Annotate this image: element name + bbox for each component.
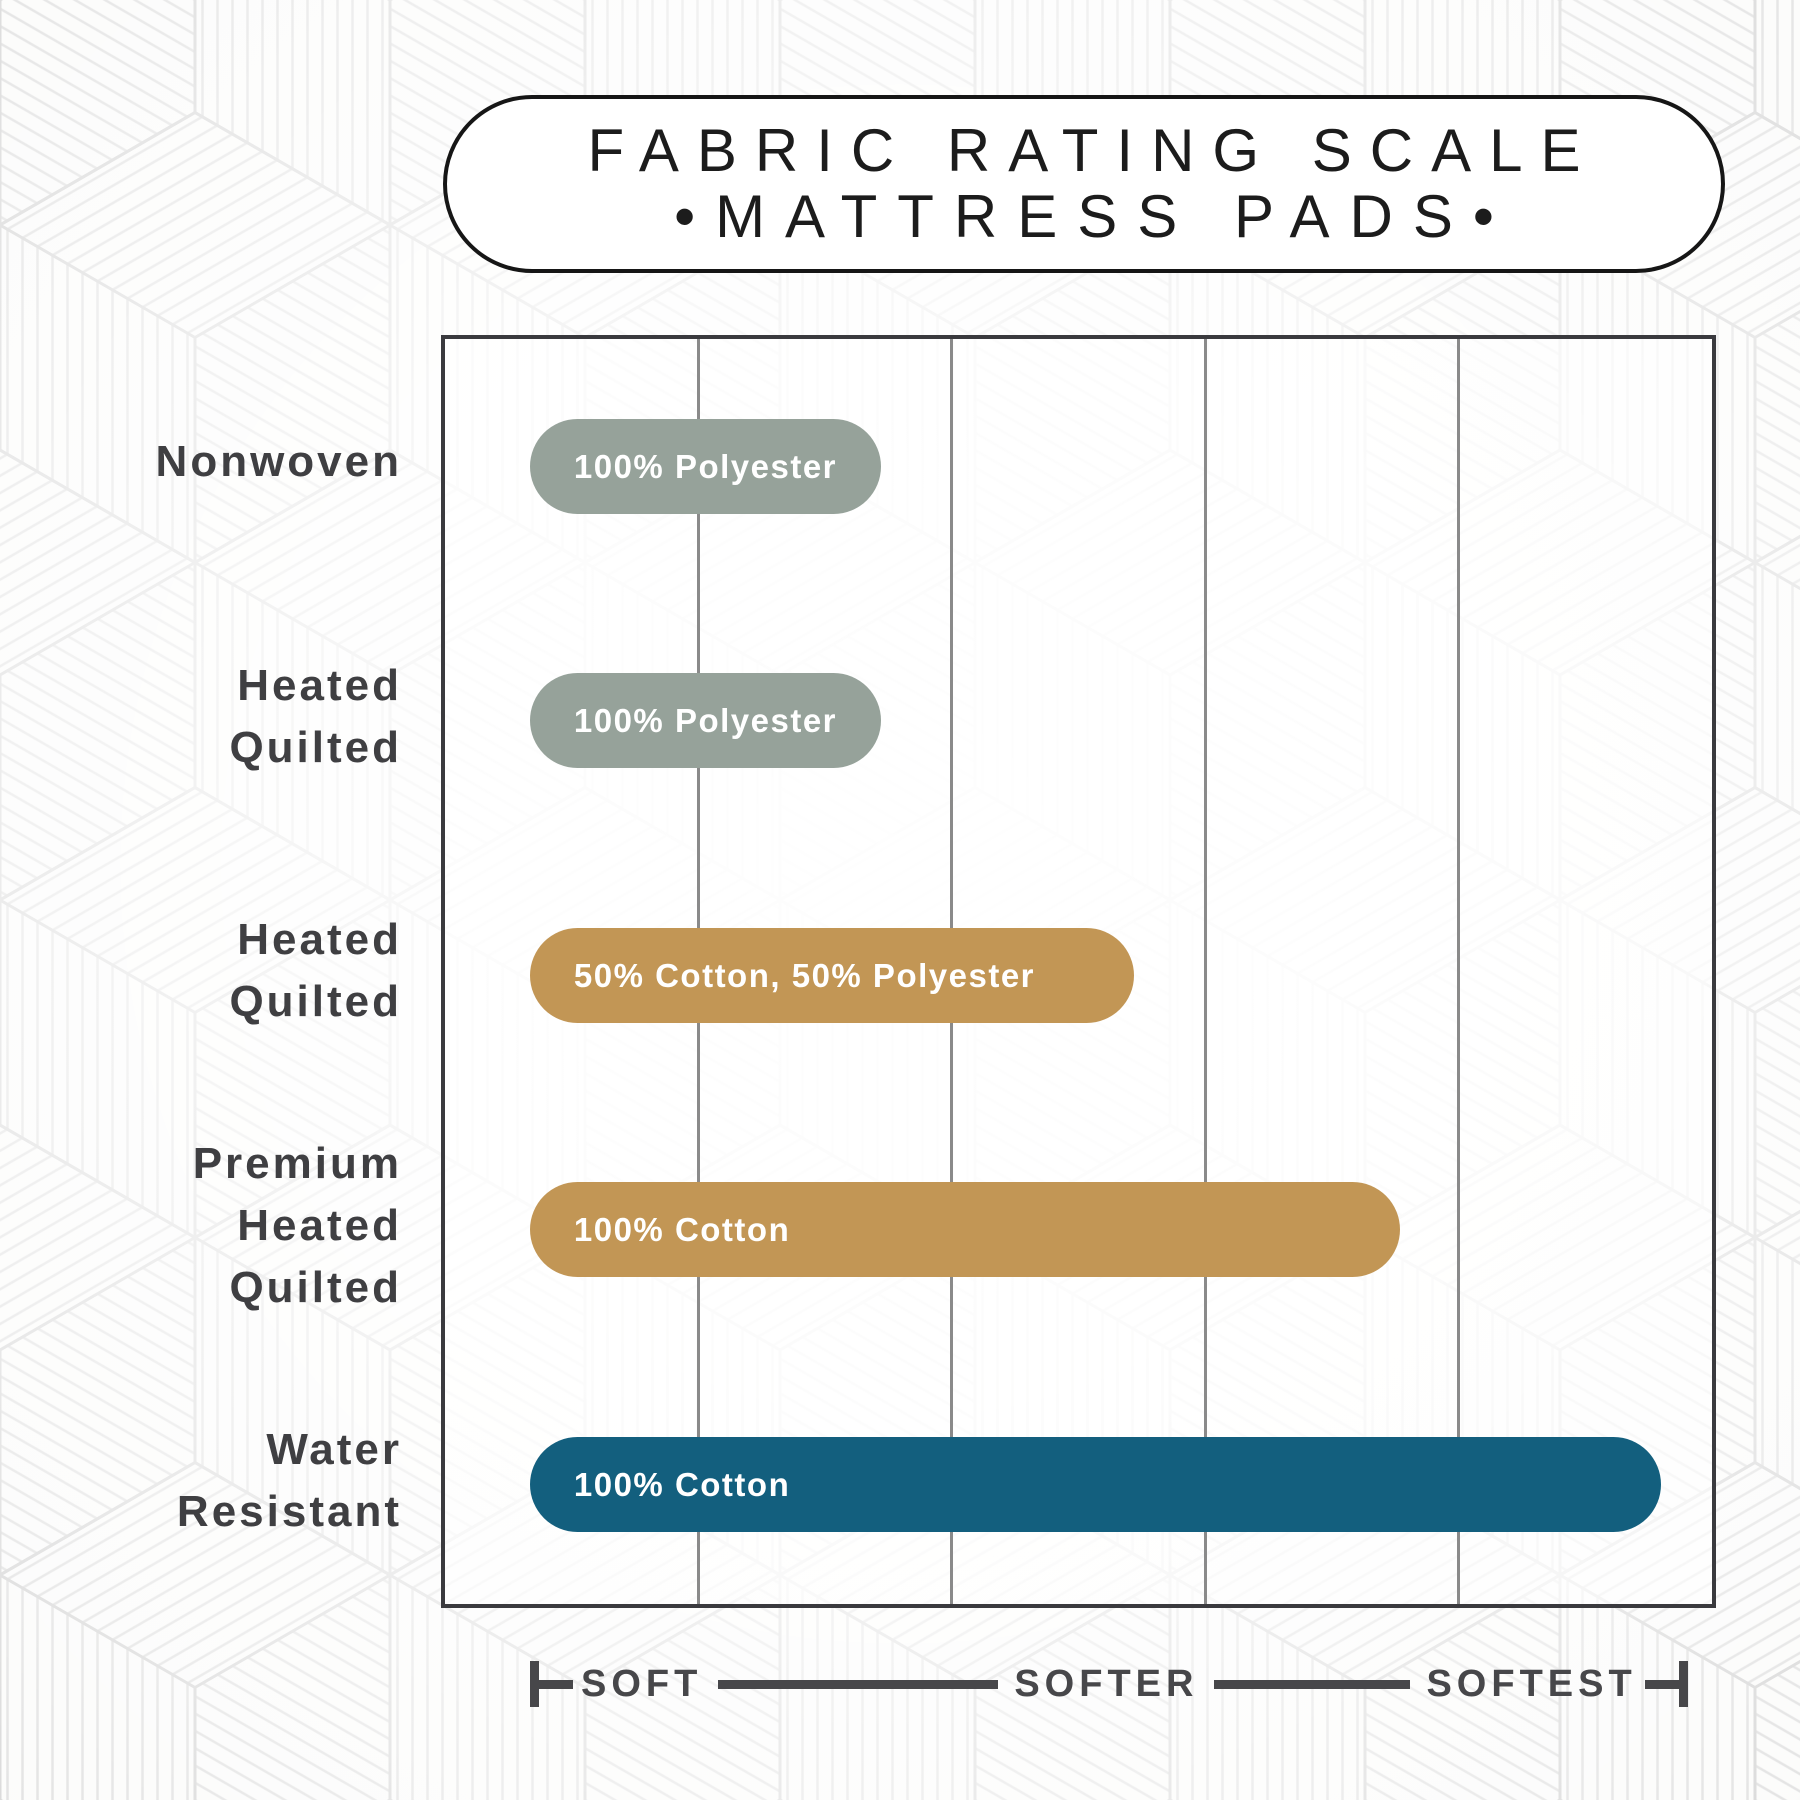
- gridline: [1457, 339, 1461, 1604]
- bar-pill: 100% Polyester: [529, 673, 881, 768]
- title-pill: FABRIC RATING SCALE •MATTRESS PADS•: [443, 95, 1725, 273]
- gridline: [1203, 339, 1207, 1604]
- chart-plot-area: 100% Polyester 100% Polyester 50% Cotton…: [441, 335, 1716, 1608]
- category-label-heated-quilted-1: Heated Quilted: [229, 660, 402, 772]
- bar-label: 100% Polyester: [573, 447, 838, 485]
- category-labels: Nonwoven Heated Quilted Heated Quilted P…: [40, 335, 402, 1608]
- axis-end-tick-arm: [1644, 1679, 1679, 1689]
- bar-label: 100% Cotton: [573, 1465, 791, 1503]
- category-label-water-resistant: Water Resistant: [176, 1424, 402, 1536]
- category-label-premium-heated-quilted: Premium Heated Quilted: [192, 1139, 402, 1313]
- title-line-1: FABRIC RATING SCALE: [587, 117, 1599, 184]
- axis-end-tick: [1678, 1661, 1688, 1707]
- axis-label-soft: SOFT: [581, 1662, 703, 1705]
- bar-label: 100% Cotton: [573, 1210, 791, 1248]
- axis-line: [718, 1679, 999, 1689]
- axis-label-softest: SOFTEST: [1426, 1662, 1637, 1705]
- bar-pill: 50% Cotton, 50% Polyester: [529, 928, 1135, 1023]
- x-axis: SOFT SOFTER SOFTEST: [530, 1652, 1688, 1716]
- bar-pill: 100% Cotton: [529, 1182, 1401, 1277]
- axis-label-softer: SOFTER: [1014, 1662, 1199, 1705]
- axis-line: [1214, 1679, 1411, 1689]
- category-label-heated-quilted-2: Heated Quilted: [229, 915, 402, 1027]
- axis-start-tick: [530, 1661, 539, 1707]
- axis-start-tick-arm: [539, 1679, 573, 1689]
- bar-pill: 100% Polyester: [529, 419, 881, 514]
- bar-pill: 100% Cotton: [529, 1437, 1662, 1532]
- bar-label: 100% Polyester: [573, 701, 838, 739]
- bar-label: 50% Cotton, 50% Polyester: [573, 956, 1036, 994]
- title-line-2: •MATTRESS PADS•: [674, 183, 1514, 250]
- category-label-nonwoven: Nonwoven: [155, 437, 402, 487]
